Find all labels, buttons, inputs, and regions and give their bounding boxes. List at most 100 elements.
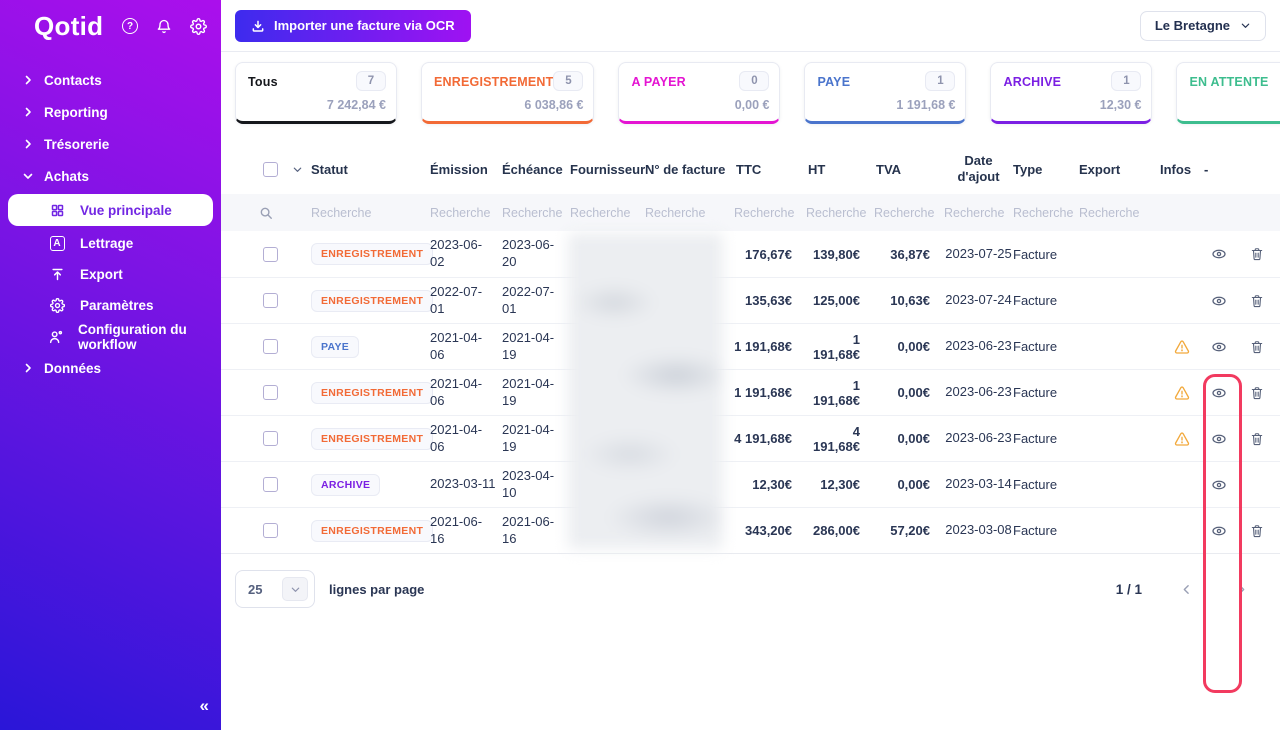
- column-header-dash[interactable]: -: [1204, 161, 1209, 177]
- column-header-export[interactable]: Export: [1079, 161, 1121, 177]
- table-row[interactable]: PAYE 2021-04-06 2021-04-19 1 191,68€ 1 1…: [221, 323, 1280, 369]
- view-button[interactable]: [1208, 429, 1230, 449]
- sidebar-item-achats[interactable]: Achats: [0, 160, 221, 192]
- date-ajout: 2023-03-08: [945, 522, 1012, 538]
- emission-date: 2021-04-06: [430, 329, 483, 362]
- filter-card-paye[interactable]: PAYE 1 1 191,68 €: [804, 62, 967, 124]
- column-header-echeance[interactable]: Échéance: [502, 161, 563, 177]
- ht-amount: 4 191,68€: [813, 423, 860, 454]
- table-row[interactable]: ENREGISTREMENT 2021-06-16 2021-06-16 343…: [221, 507, 1280, 553]
- filter-amount: 7 242,84 €: [326, 98, 386, 112]
- sidebar-collapse-icon[interactable]: «: [199, 696, 209, 715]
- column-header-ht[interactable]: HT: [808, 161, 826, 177]
- row-checkbox[interactable]: [263, 339, 278, 354]
- rows-per-page-select[interactable]: 25: [235, 570, 315, 608]
- row-checkbox[interactable]: [263, 477, 278, 492]
- view-button[interactable]: [1208, 337, 1230, 357]
- delete-button[interactable]: [1248, 429, 1266, 449]
- delete-button[interactable]: [1248, 383, 1266, 403]
- import-invoice-ocr-button[interactable]: Importer une facture via OCR: [235, 9, 471, 42]
- topbar: Importer une facture via OCR Le Bretagne: [221, 0, 1280, 52]
- table-search-row: [221, 194, 1280, 231]
- filter-card-en-attente[interactable]: EN ATTENTE: [1176, 62, 1280, 124]
- column-header-type[interactable]: Type: [1013, 161, 1043, 177]
- table-row[interactable]: ENREGISTREMENT 2021-04-06 2021-04-19 4 1…: [221, 415, 1280, 461]
- search-input-emission[interactable]: [430, 205, 497, 220]
- column-header-infos[interactable]: Infos: [1160, 161, 1192, 177]
- row-checkbox[interactable]: [263, 523, 278, 538]
- main-content: Importer une facture via OCR Le Bretagne…: [221, 0, 1280, 730]
- search-input-numero-facture[interactable]: [645, 205, 727, 220]
- table-row[interactable]: ARCHIVE 2023-03-11 2023-04-10 12,30€ 12,…: [221, 461, 1280, 507]
- column-header-numero-facture[interactable]: N° de facture: [645, 161, 726, 177]
- row-checkbox[interactable]: [263, 385, 278, 400]
- view-button[interactable]: [1208, 521, 1230, 541]
- sidebar-subitem-parametres[interactable]: Paramètres: [8, 290, 213, 321]
- emission-date: 2021-04-06: [430, 421, 483, 454]
- view-button[interactable]: [1208, 475, 1230, 495]
- emission-date: 2022-07-01: [430, 283, 483, 316]
- bell-icon[interactable]: [155, 17, 173, 35]
- sidebar-subitem-label: Export: [80, 267, 123, 282]
- search-input-type[interactable]: [1013, 205, 1074, 220]
- sidebar-subitem-vue-principale[interactable]: Vue principale: [8, 194, 213, 226]
- column-header-statut[interactable]: Statut: [311, 161, 348, 177]
- search-input-ttc[interactable]: [734, 205, 801, 220]
- search-input-export[interactable]: [1079, 205, 1154, 220]
- sidebar-item-tresorerie[interactable]: Trésorerie: [0, 128, 221, 160]
- search-input-fournisseur[interactable]: [570, 205, 639, 220]
- search-input-tva[interactable]: [874, 205, 939, 220]
- select-all-checkbox[interactable]: [263, 161, 278, 177]
- status-badge: ARCHIVE: [311, 473, 381, 496]
- sidebar-item-donnees[interactable]: Données: [0, 352, 221, 384]
- filter-card-archive[interactable]: ARCHIVE 1 12,30 €: [990, 62, 1153, 124]
- search-input-date-ajout[interactable]: [944, 205, 1008, 220]
- table-row[interactable]: ENREGISTREMENT 2021-04-06 2021-04-19 1 1…: [221, 369, 1280, 415]
- filter-card-enregistrement[interactable]: ENREGISTREMENT 5 6 038,86 €: [421, 62, 595, 124]
- emission-date: 2023-06-02: [430, 237, 483, 269]
- sidebar-subitem-lettrage[interactable]: A Lettrage: [8, 228, 213, 259]
- table-header: Statut Émission Échéance Fournisseur N° …: [221, 144, 1280, 194]
- status-badge: PAYE: [311, 335, 360, 358]
- sidebar-item-contacts[interactable]: Contacts: [0, 64, 221, 96]
- next-page-button[interactable]: [1231, 579, 1252, 600]
- view-button[interactable]: [1208, 291, 1230, 311]
- table-row[interactable]: ENREGISTREMENT 2023-06-02 2023-06-20 176…: [221, 231, 1280, 277]
- sidebar-item-reporting[interactable]: Reporting: [0, 96, 221, 128]
- sidebar-subitem-label: Lettrage: [80, 236, 134, 251]
- gear-icon[interactable]: [189, 17, 207, 35]
- sidebar-subitem-configuration-workflow[interactable]: Configuration du workflow: [8, 321, 213, 352]
- delete-button[interactable]: [1248, 521, 1266, 541]
- column-header-emission[interactable]: Émission: [430, 161, 488, 177]
- search-input-echeance[interactable]: [502, 205, 565, 220]
- row-checkbox[interactable]: [263, 293, 278, 308]
- filter-label: EN ATTENTE: [1189, 75, 1269, 89]
- row-checkbox[interactable]: [263, 431, 278, 446]
- previous-page-button[interactable]: [1176, 579, 1197, 600]
- table-row[interactable]: ENREGISTREMENT 2022-07-01 2022-07-01 135…: [221, 277, 1280, 323]
- help-icon[interactable]: ?: [121, 17, 139, 35]
- column-header-date-ajout[interactable]: Date d'ajout: [957, 152, 1000, 184]
- sidebar-subitem-export[interactable]: Export: [8, 259, 213, 290]
- filter-card-tous[interactable]: Tous 7 7 242,84 €: [235, 62, 397, 124]
- delete-button[interactable]: [1248, 244, 1266, 264]
- column-header-tva[interactable]: TVA: [876, 161, 902, 177]
- column-header-ttc[interactable]: TTC: [736, 161, 762, 177]
- view-button[interactable]: [1208, 244, 1230, 264]
- ttc-amount: 176,67€: [745, 246, 792, 262]
- view-button[interactable]: [1208, 383, 1230, 403]
- user-gear-icon: [48, 328, 64, 346]
- filter-label: Tous: [248, 75, 278, 89]
- column-header-fournisseur[interactable]: Fournisseur: [570, 161, 646, 177]
- search-input-ht[interactable]: [806, 205, 869, 220]
- delete-button[interactable]: [1248, 291, 1266, 311]
- organization-selector[interactable]: Le Bretagne: [1139, 10, 1266, 41]
- bulk-actions-chevron-icon[interactable]: [292, 164, 303, 175]
- search-input-statut[interactable]: [311, 205, 421, 220]
- filter-card-a-payer[interactable]: A PAYER 0 0,00 €: [618, 62, 781, 124]
- row-checkbox[interactable]: [263, 246, 278, 262]
- delete-button[interactable]: [1248, 337, 1266, 357]
- chevron-right-icon: [22, 74, 42, 86]
- warning-icon: [1174, 339, 1190, 355]
- blurred-confidential-data: [568, 233, 723, 549]
